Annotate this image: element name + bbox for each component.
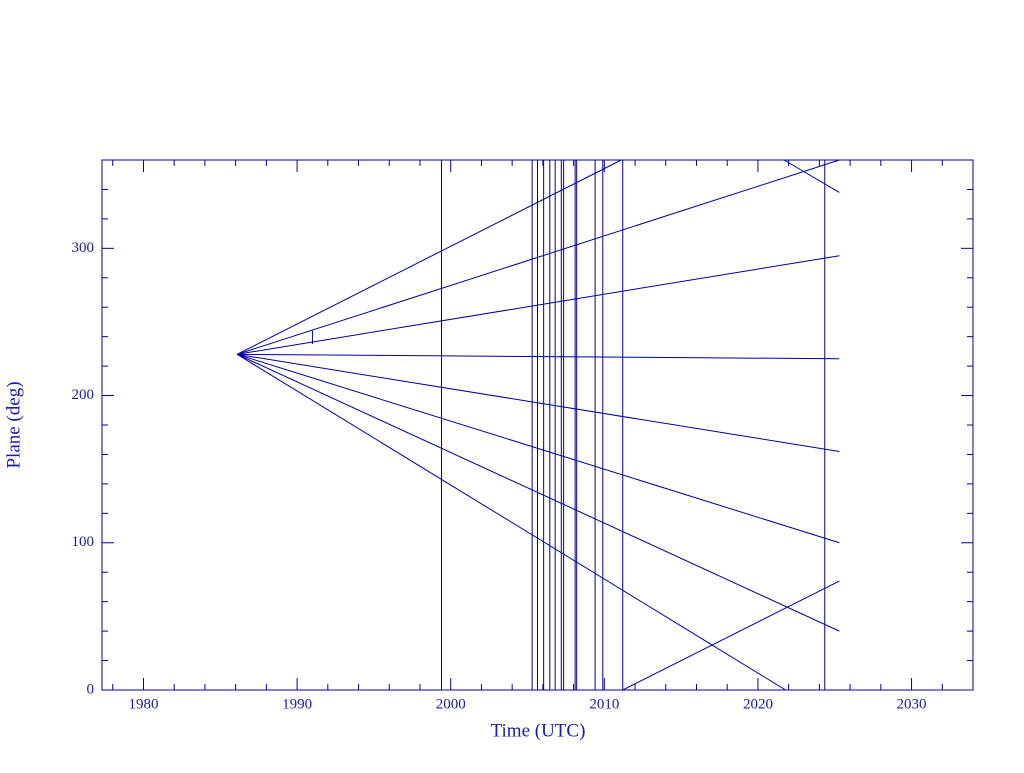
x-axis-title: Time (UTC) xyxy=(491,720,586,741)
x-tick-label: 2000 xyxy=(436,696,466,712)
series-line xyxy=(237,255,840,355)
series-line xyxy=(236,353,786,691)
y-axis-title: Plane (deg) xyxy=(3,381,24,468)
x-tick-label: 2030 xyxy=(897,696,927,712)
series-line xyxy=(237,159,840,355)
y-tick-label: 300 xyxy=(72,240,95,256)
series-line xyxy=(237,353,840,544)
x-tick-label: 1990 xyxy=(282,696,312,712)
series-line xyxy=(237,353,840,452)
series-line xyxy=(237,353,840,360)
y-tick-label: 200 xyxy=(72,387,95,403)
y-tick-label: 100 xyxy=(72,534,95,550)
series-line xyxy=(783,159,840,193)
series-line xyxy=(622,580,840,691)
x-tick-label: 2010 xyxy=(589,696,619,712)
series-line xyxy=(236,353,840,632)
x-tick-label: 1980 xyxy=(128,696,158,712)
series-line xyxy=(236,159,622,355)
y-tick-label: 0 xyxy=(87,681,95,697)
x-tick-label: 2020 xyxy=(743,696,773,712)
